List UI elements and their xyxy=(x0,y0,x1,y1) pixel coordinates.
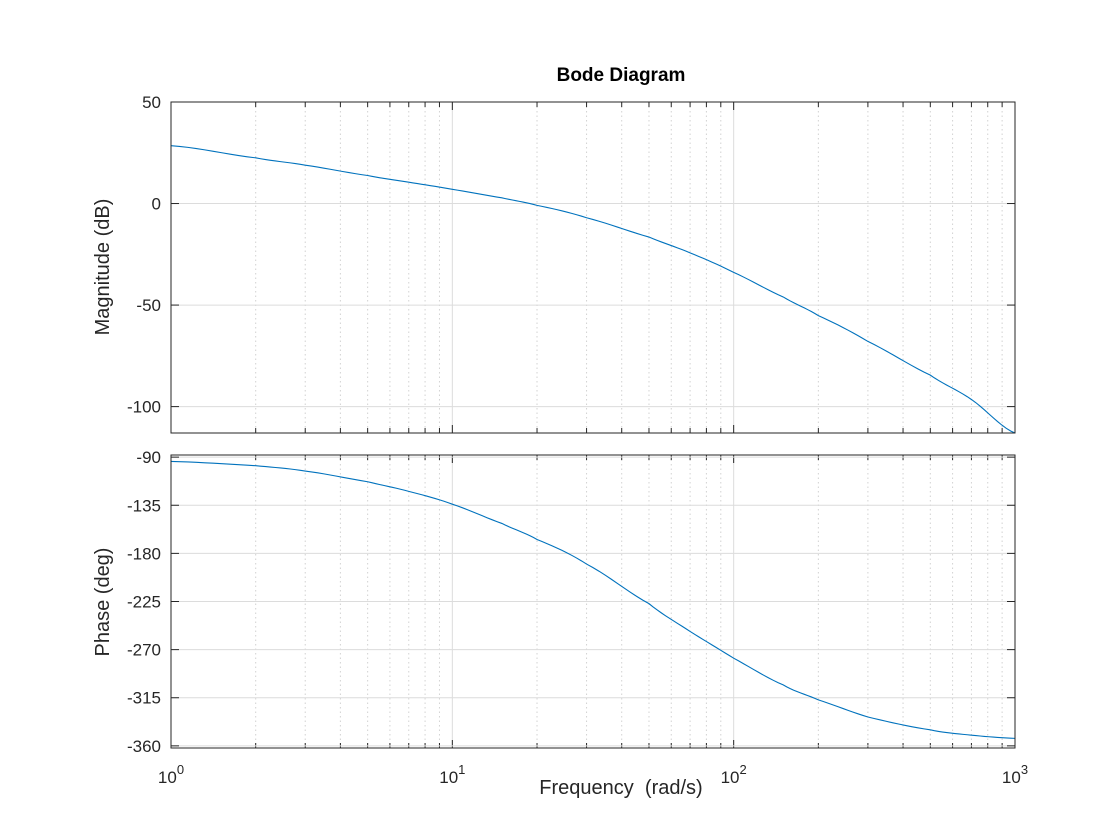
y-tick-label: 50 xyxy=(142,93,161,112)
y-tick-label: -225 xyxy=(127,593,161,612)
chart-title: Bode Diagram xyxy=(557,65,686,86)
x-tick-label: 103 xyxy=(1002,762,1028,787)
y-tick-label: -135 xyxy=(127,496,161,515)
x-tick-label: 101 xyxy=(439,762,465,787)
magnitude-y-label: Magnitude (dB) xyxy=(92,199,114,336)
y-tick-label: 0 xyxy=(152,195,161,214)
x-tick-label: 102 xyxy=(721,762,747,787)
y-tick-label: -180 xyxy=(127,544,161,563)
magnitude-curve xyxy=(170,145,1016,434)
phase-y-label: Phase (deg) xyxy=(92,548,114,657)
y-tick-label: -100 xyxy=(127,398,161,417)
y-tick-label: -270 xyxy=(127,641,161,660)
y-tick-label: -90 xyxy=(136,448,161,467)
axes-frame xyxy=(170,101,1016,434)
x-tick-label: 100 xyxy=(158,762,184,787)
x-axis-label: Frequency (rad/s) xyxy=(539,777,702,799)
axes-frame xyxy=(170,454,1016,749)
phase-curve xyxy=(170,460,1016,739)
magnitude-panel: 50 0 -50 -100 xyxy=(127,93,1016,434)
y-tick-label: -50 xyxy=(136,296,161,315)
x-tick-labels: 100 101 102 103 xyxy=(158,762,1028,787)
y-tick-label: -315 xyxy=(127,689,161,708)
y-tick-label: -360 xyxy=(127,737,161,756)
phase-panel: -90 -135 -180 -225 -270 -315 -360 xyxy=(127,448,1016,756)
